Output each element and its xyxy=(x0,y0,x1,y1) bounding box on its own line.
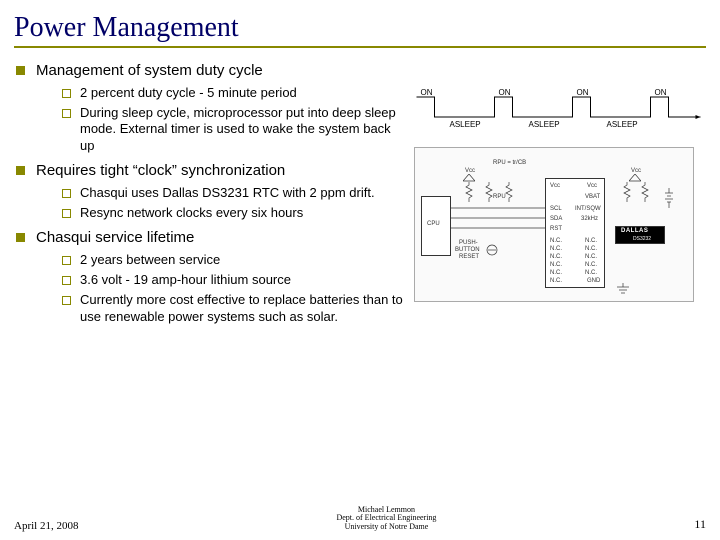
asleep-label: ASLEEP xyxy=(529,120,560,129)
rtc-chip-diagram: CPU Vcc RPU RPU = tr/CB PUSH- BUTTON xyxy=(414,147,694,302)
diagram-column: ON ON ON ON ASLEEP ASLEEP ASLEEP CPU Vcc xyxy=(414,62,704,333)
pin-label: N.C. xyxy=(585,262,597,268)
bullet-l1: Requires tight “clock” synchronization C… xyxy=(14,162,404,221)
bullet-l2: Resync network clocks every six hours xyxy=(60,205,404,221)
resistor-icon xyxy=(623,182,631,202)
pin-label: N.C. xyxy=(585,270,597,276)
pin-label: INT/SQW xyxy=(575,206,601,212)
pin-label: N.C. xyxy=(550,278,562,284)
bullet-l2: 2 years between service xyxy=(60,252,404,268)
pin-label: N.C. xyxy=(585,246,597,252)
footer-page: 11 xyxy=(694,517,706,532)
vcc-arrow-icon xyxy=(629,174,641,182)
pushbutton-label: BUTTON xyxy=(455,247,480,253)
vcc-arrow-icon xyxy=(463,174,475,182)
pushbutton-label: RESET xyxy=(459,254,479,260)
on-label: ON xyxy=(421,88,433,97)
bullet-text: Management of system duty cycle xyxy=(36,62,263,79)
pin-label: N.C. xyxy=(550,262,562,268)
pin-label: SCL xyxy=(550,206,562,212)
pin-label: N.C. xyxy=(550,246,562,252)
bullet-l2: 3.6 volt - 19 amp-hour lithium source xyxy=(60,272,404,288)
rpu-label: RPU xyxy=(493,194,506,200)
pin-label: VBAT xyxy=(585,194,600,200)
on-label: ON xyxy=(499,88,511,97)
resistor-icon xyxy=(485,182,493,202)
bullet-l1: Chasqui service lifetime 2 years between… xyxy=(14,229,404,325)
pin-label: GND xyxy=(587,278,600,284)
pushbutton-icon xyxy=(485,243,499,257)
pin-label: N.C. xyxy=(550,270,562,276)
resistor-icon xyxy=(465,182,473,202)
asleep-label: ASLEEP xyxy=(607,120,638,129)
pin-label: SDA xyxy=(550,216,562,222)
timeline-svg: ON ON ON ON ASLEEP ASLEEP ASLEEP xyxy=(414,87,704,137)
footer-center: Michael Lemmon Dept. of Electrical Engin… xyxy=(336,506,436,532)
part-label: DS3232 xyxy=(633,236,651,242)
pin-label: N.C. xyxy=(585,254,597,260)
pin-label: Vcc xyxy=(550,183,560,189)
pin-label: 32kHz xyxy=(581,216,598,222)
bullet-l1: Management of system duty cycle 2 percen… xyxy=(14,62,404,154)
page-title: Power Management xyxy=(14,12,706,48)
footer-date: April 21, 2008 xyxy=(14,520,78,532)
resistor-icon xyxy=(641,182,649,202)
bullet-l2: 2 percent duty cycle - 5 minute period xyxy=(60,85,404,101)
on-label: ON xyxy=(655,88,667,97)
bullet-text: Requires tight “clock” synchronization xyxy=(36,162,285,179)
pin-label: N.C. xyxy=(585,238,597,244)
asleep-label: ASLEEP xyxy=(450,120,481,129)
pin-label: N.C. xyxy=(550,238,562,244)
content-area: Management of system duty cycle 2 percen… xyxy=(14,62,706,333)
bullet-l2: Currently more cost effective to replace… xyxy=(60,292,404,325)
ground-icon xyxy=(615,283,631,295)
footer: April 21, 2008 Michael Lemmon Dept. of E… xyxy=(0,506,720,532)
pin-label: RST xyxy=(550,226,562,232)
duty-cycle-timeline: ON ON ON ON ASLEEP ASLEEP ASLEEP xyxy=(414,87,704,137)
bullet-text: Chasqui service lifetime xyxy=(36,229,194,246)
bullet-column: Management of system duty cycle 2 percen… xyxy=(14,62,404,333)
footer-univ: University of Notre Dame xyxy=(336,523,436,532)
on-label: ON xyxy=(577,88,589,97)
battery-icon xyxy=(663,188,675,208)
slide: Power Management Management of system du… xyxy=(0,0,720,540)
rpu-eq-label: RPU = tr/CB xyxy=(493,160,526,166)
bullet-l2: Chasqui uses Dallas DS3231 RTC with 2 pp… xyxy=(60,185,404,201)
cpu-label: CPU xyxy=(427,221,440,227)
pushbutton-label: PUSH- xyxy=(459,240,478,246)
brand-label: DALLAS xyxy=(621,228,648,234)
bullet-l2: During sleep cycle, microprocessor put i… xyxy=(60,105,404,154)
pin-label: N.C. xyxy=(550,254,562,260)
resistor-icon xyxy=(505,182,513,202)
pin-label: Vcc xyxy=(587,183,597,189)
